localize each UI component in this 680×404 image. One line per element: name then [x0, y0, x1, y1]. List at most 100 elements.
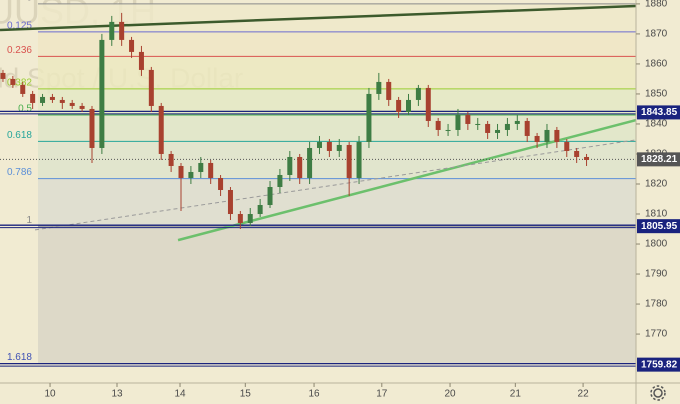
candle-body — [465, 114, 471, 124]
candle-body — [198, 162, 204, 172]
candle-body — [524, 120, 530, 136]
y-tick-label: 1860 — [645, 59, 668, 70]
candle-body — [455, 114, 461, 130]
candle-body — [287, 156, 293, 175]
price-label: 1843.85 — [641, 107, 678, 118]
y-tick-label: 1840 — [645, 119, 668, 130]
candle-body — [356, 141, 362, 178]
x-tick-label: 21 — [510, 389, 522, 400]
candle-body — [574, 150, 580, 157]
fib-label: 0 — [26, 0, 32, 4]
candle-body — [425, 87, 431, 121]
x-tick-label: 14 — [174, 389, 186, 400]
price-label-box — [637, 357, 680, 372]
candle-body — [396, 99, 402, 112]
y-tick-label: 1780 — [645, 299, 668, 310]
candle-body — [89, 108, 95, 148]
candle-body — [307, 147, 313, 178]
fib-band — [38, 56, 636, 89]
y-tick-label: 1790 — [645, 269, 668, 280]
price-label-box — [637, 152, 680, 167]
fib-label: 1.618 — [7, 352, 32, 363]
candle-body — [10, 78, 16, 85]
candle-body — [554, 129, 560, 142]
x-tick-label: 22 — [578, 389, 590, 400]
y-tick-label: 1870 — [645, 29, 668, 40]
candle-body — [267, 186, 273, 206]
candle-body — [218, 177, 224, 190]
candle-body — [168, 153, 174, 166]
candle-body — [514, 120, 520, 124]
candle-body — [485, 123, 491, 133]
trend-line — [177, 118, 636, 242]
candle-body — [237, 214, 243, 224]
price-label-box — [637, 105, 680, 120]
candle-body — [564, 141, 570, 151]
trend-line — [0, 4, 636, 32]
y-tick-label: 1800 — [645, 239, 668, 250]
candle-body — [534, 135, 540, 142]
candle-body — [445, 129, 451, 131]
candle-body — [119, 21, 125, 40]
candle-body — [495, 129, 501, 133]
fib-band — [38, 31, 636, 57]
x-tick-label: 10 — [44, 389, 56, 400]
candle-body — [178, 165, 184, 178]
candle-body — [247, 214, 253, 224]
fib-label: 0.236 — [7, 45, 32, 56]
candle-body — [138, 51, 144, 70]
candle-body — [0, 72, 6, 79]
candle-body — [257, 205, 263, 215]
x-tick-label: 16 — [308, 389, 320, 400]
plot-area: XAUUSD, 1HGold Spot / U.S. Dollar00.1250… — [0, 0, 636, 367]
fib-band — [38, 226, 636, 364]
price-label: 1805.95 — [641, 221, 678, 232]
candle-body — [49, 96, 55, 100]
candle-body — [406, 99, 412, 112]
fib-label: 0.5 — [18, 104, 32, 115]
y-tick-label: 1770 — [645, 329, 668, 340]
candle-body — [346, 144, 352, 178]
fib-label: 1 — [26, 215, 32, 226]
price-label-box — [637, 219, 680, 234]
candle-body — [20, 84, 26, 94]
fib-label: 0.382 — [7, 77, 32, 88]
settings-button[interactable] — [650, 385, 666, 401]
candle-body — [386, 81, 392, 100]
candle-body — [336, 144, 342, 151]
candle-body — [297, 156, 303, 178]
candle-body — [415, 87, 421, 100]
candle-body — [109, 21, 115, 40]
fib-band — [38, 178, 636, 227]
y-tick-label: 1820 — [645, 179, 668, 190]
candle-body — [129, 39, 135, 52]
candle-body — [376, 81, 382, 94]
fib-label: 0.125 — [7, 20, 32, 31]
fib-label: 0.786 — [7, 167, 32, 178]
candle-body — [99, 39, 105, 148]
candle-body — [435, 120, 441, 130]
fib-band — [38, 88, 636, 115]
axes: 1770178017901800181018201830184018501860… — [44, 0, 680, 400]
candle-body — [475, 123, 481, 125]
x-tick-label: 13 — [111, 389, 123, 400]
candle-body — [316, 141, 322, 148]
y-tick-label: 1810 — [645, 209, 668, 220]
fib-label: 0.618 — [7, 130, 32, 141]
candle-body — [326, 141, 332, 151]
candle-body — [30, 93, 36, 103]
trend-line — [34, 139, 636, 231]
candle-body — [40, 96, 46, 103]
candle-body — [69, 102, 75, 106]
candle-body — [148, 69, 154, 106]
price-label: 1828.21 — [641, 154, 678, 165]
candle-body — [208, 162, 214, 178]
candle-body — [227, 189, 233, 215]
candle-body — [544, 129, 550, 142]
candle-body — [504, 123, 510, 130]
candle-body — [79, 105, 85, 109]
candle-body — [59, 99, 65, 103]
candle-body — [158, 105, 164, 154]
candle-body — [277, 174, 283, 187]
candle-body — [188, 171, 194, 178]
